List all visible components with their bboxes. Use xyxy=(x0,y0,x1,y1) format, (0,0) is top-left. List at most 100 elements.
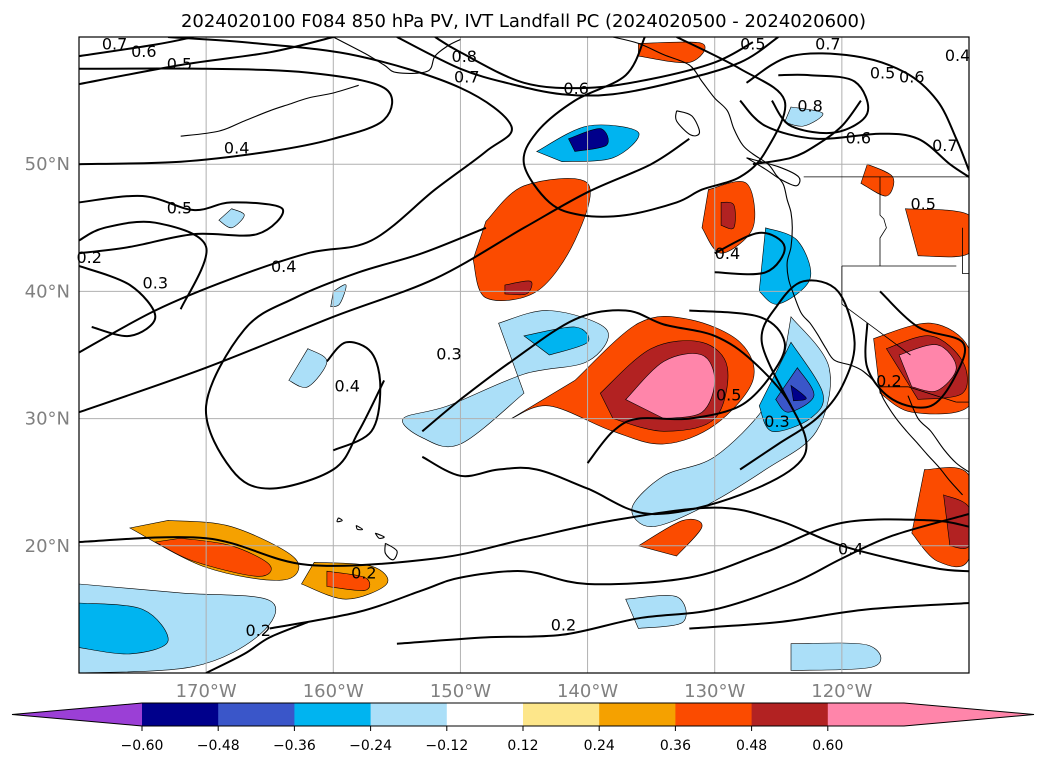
coastline xyxy=(374,532,385,539)
contour-line xyxy=(326,341,382,452)
contour-line xyxy=(586,309,786,464)
contour-line xyxy=(79,506,969,573)
colorbar-segment xyxy=(523,703,600,726)
contour-line xyxy=(396,513,969,645)
shaded-region xyxy=(860,163,895,197)
contour-label: 0.3 xyxy=(436,345,461,364)
contour-line xyxy=(745,52,969,171)
border-line xyxy=(878,386,957,403)
contour-label: 0.8 xyxy=(797,97,822,116)
contour-label: 0.5 xyxy=(167,198,192,217)
contour-line xyxy=(79,37,334,86)
contour-line xyxy=(522,37,787,218)
latitude-tick-labels: 20°N 30°N 40°N 50°N xyxy=(25,154,70,557)
coastline xyxy=(336,517,343,523)
shaded-region xyxy=(790,384,807,402)
map-frame xyxy=(78,36,970,674)
contour-line xyxy=(864,290,967,409)
contour-line xyxy=(739,279,856,471)
contour-label: 0.7 xyxy=(932,136,957,155)
contour-line xyxy=(739,99,969,178)
shaded-region xyxy=(79,602,169,655)
coastline xyxy=(612,37,964,496)
lon-tick-label: 120°W xyxy=(811,681,872,702)
contour-label: 0.8 xyxy=(452,47,477,66)
colorbar-tick-label: −0.48 xyxy=(197,738,240,754)
colorbar-segment xyxy=(751,703,829,726)
colorbar-tick-label: 0.12 xyxy=(507,738,538,754)
longitude-tick-labels: 170°W 160°W 150°W 140°W 130°W 120°W xyxy=(176,681,873,702)
contour-label: 0.5 xyxy=(167,55,192,74)
colorbar-segment xyxy=(218,703,295,726)
shaded-region xyxy=(904,208,969,258)
shaded-region xyxy=(638,41,706,64)
colorbar-extend-high xyxy=(904,703,1034,726)
shaded-region xyxy=(720,201,736,230)
colorbar-tick-label: 0.24 xyxy=(584,738,615,754)
contour-label: 0.2 xyxy=(76,248,101,267)
contour-label: 0.6 xyxy=(131,42,156,61)
shaded-region xyxy=(784,106,824,127)
contour-line xyxy=(79,265,157,338)
contour-label: 0.2 xyxy=(246,621,271,640)
colorbar-tick-label: 0.36 xyxy=(660,738,691,754)
border-layer xyxy=(803,176,969,403)
gridlines xyxy=(79,37,969,673)
lon-tick-label: 150°W xyxy=(430,681,491,702)
shaded-region xyxy=(625,353,716,419)
colorbar-segment xyxy=(446,703,524,726)
lat-tick-label: 30°N xyxy=(25,409,70,430)
contour-labels: 0.7 0.60.5 0.80.70.60.5 0.70.5 0.60.40.80.6 0… xyxy=(76,34,970,640)
contour-line xyxy=(714,231,786,276)
shaded-region xyxy=(898,344,957,392)
contour-line xyxy=(79,37,194,58)
contour-label: 0.4 xyxy=(224,139,249,158)
contour-line xyxy=(205,226,487,490)
lat-tick-label: 50°N xyxy=(25,154,70,175)
colorbar-segment xyxy=(675,703,753,726)
shaded-region xyxy=(758,227,812,305)
coastline xyxy=(907,395,969,473)
coastline-layer xyxy=(180,37,969,561)
contour-line xyxy=(79,67,394,166)
colorbar-tick-label: 0.60 xyxy=(812,738,843,754)
coastline xyxy=(674,110,701,137)
contour-label: 0.5 xyxy=(911,195,936,214)
colorbar-segment xyxy=(599,703,676,726)
colorbar-segment xyxy=(142,703,219,726)
contour-line xyxy=(79,220,208,310)
colorbar-tick-label: −0.12 xyxy=(425,738,468,754)
colorbar-tick-label: 0.48 xyxy=(736,738,767,754)
lon-tick-label: 170°W xyxy=(176,681,237,702)
contour-line xyxy=(79,194,285,255)
contour-label: 0.7 xyxy=(454,67,479,86)
contour-label: 0.5 xyxy=(716,385,741,404)
contour-label: 0.2 xyxy=(351,564,376,583)
coastline xyxy=(333,37,461,74)
colorbar-tick-label: −0.24 xyxy=(349,738,392,754)
contour-label: 0.2 xyxy=(876,371,901,390)
contour-label: 0.6 xyxy=(846,128,871,147)
colorbar-segment xyxy=(294,703,372,726)
colorbar-segment xyxy=(370,703,448,726)
contour-layer xyxy=(79,37,969,673)
lon-tick-label: 130°W xyxy=(684,681,745,702)
contour-label: 0.6 xyxy=(563,79,588,98)
colorbar-segment xyxy=(827,703,905,726)
lat-tick-label: 40°N xyxy=(25,281,70,302)
shaded-region xyxy=(790,642,882,671)
contour-label: 0.4 xyxy=(945,46,970,65)
contour-label: 0.3 xyxy=(143,273,168,292)
shaded-region xyxy=(568,128,609,152)
shaded-region xyxy=(288,348,328,388)
contour-label: 0.7 xyxy=(815,34,840,53)
coastline xyxy=(355,524,364,531)
lon-tick-label: 140°W xyxy=(557,681,618,702)
border-line xyxy=(841,266,911,356)
contour-label: 0.6 xyxy=(899,67,924,86)
shaded-region xyxy=(218,208,245,229)
shaded-region xyxy=(943,494,969,549)
contour-label: 0.2 xyxy=(551,616,576,635)
contour-line xyxy=(771,73,870,135)
contour-line xyxy=(421,309,808,516)
